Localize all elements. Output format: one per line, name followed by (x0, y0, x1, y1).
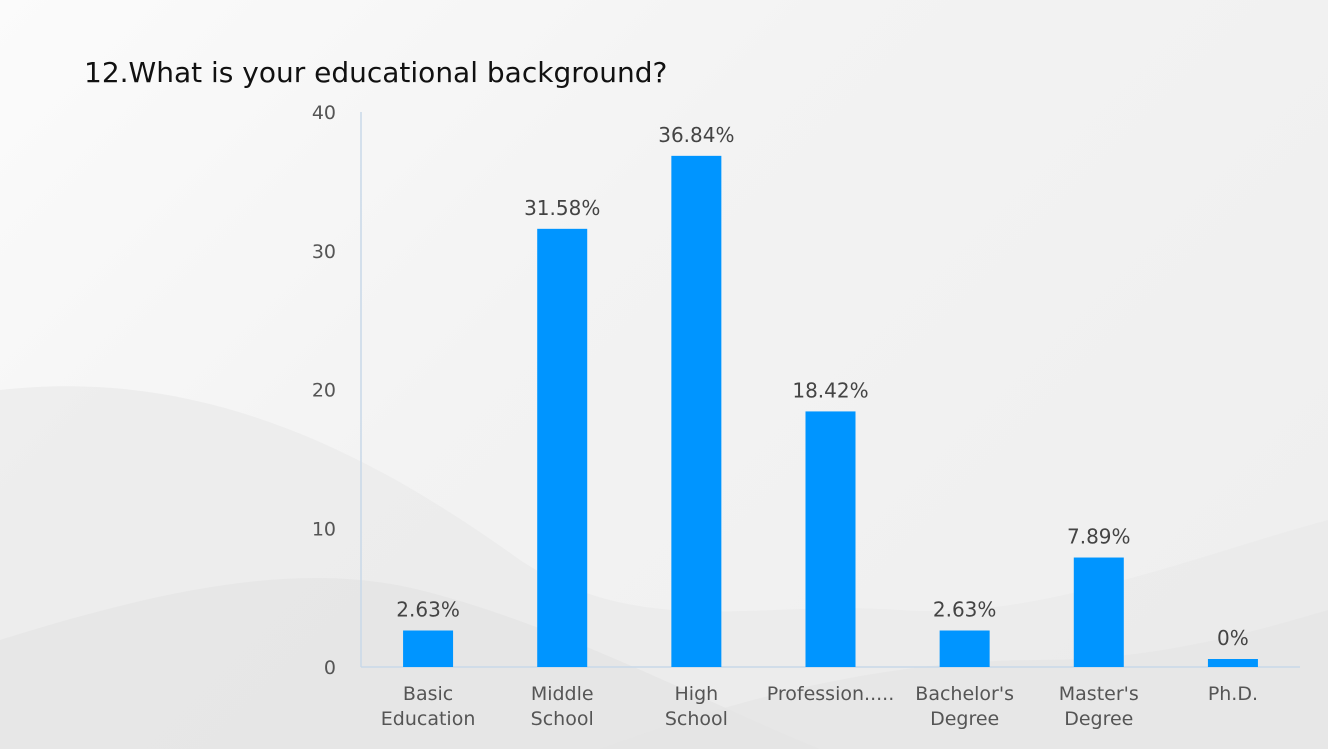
category-label: Bachelor's Degree (915, 683, 1014, 730)
data-label: 18.42% (792, 378, 868, 402)
data-label: 0% (1217, 626, 1249, 650)
category-label-line: Middle (531, 683, 594, 705)
y-tick-label: 10 (312, 518, 336, 540)
bar (939, 630, 990, 667)
y-tick-label: 30 (312, 241, 336, 263)
data-label: 2.63% (396, 598, 460, 622)
category-label-line: Education (381, 708, 476, 730)
category-label-line: Bachelor's (915, 683, 1014, 705)
category-label-line: Degree (930, 708, 999, 730)
category-label: Master's Degree (1059, 683, 1139, 730)
category-label-line: Basic (403, 683, 453, 705)
y-tick-label: 0 (324, 657, 336, 679)
bar (537, 228, 588, 667)
category-label: Basic Education (381, 683, 476, 730)
category-label-line: School (531, 708, 594, 730)
data-label: 7.89% (1067, 525, 1131, 549)
bar (1073, 557, 1124, 667)
category-label-line: High (675, 683, 719, 705)
y-tick-label: 40 (312, 102, 336, 124)
data-label: 2.63% (933, 598, 997, 622)
bar (671, 155, 722, 667)
bar (1207, 659, 1258, 667)
category-label-line: School (665, 708, 728, 730)
category-label-line: Profession..... (767, 683, 894, 705)
category-label: Ph.D. (1208, 683, 1258, 705)
category-label-line: Master's (1059, 683, 1139, 705)
chart-title: 12.What is your educational background? (84, 56, 668, 89)
data-label: 31.58% (524, 196, 600, 220)
data-label: 36.84% (658, 123, 734, 147)
category-label-line: Ph.D. (1208, 683, 1258, 705)
bar (403, 630, 454, 667)
bar (805, 411, 856, 667)
category-label: High School (665, 683, 728, 730)
category-label-line: Degree (1064, 708, 1133, 730)
category-label: Profession..... (767, 683, 894, 705)
y-tick-label: 20 (312, 380, 336, 402)
category-label: Middle School (531, 683, 594, 730)
